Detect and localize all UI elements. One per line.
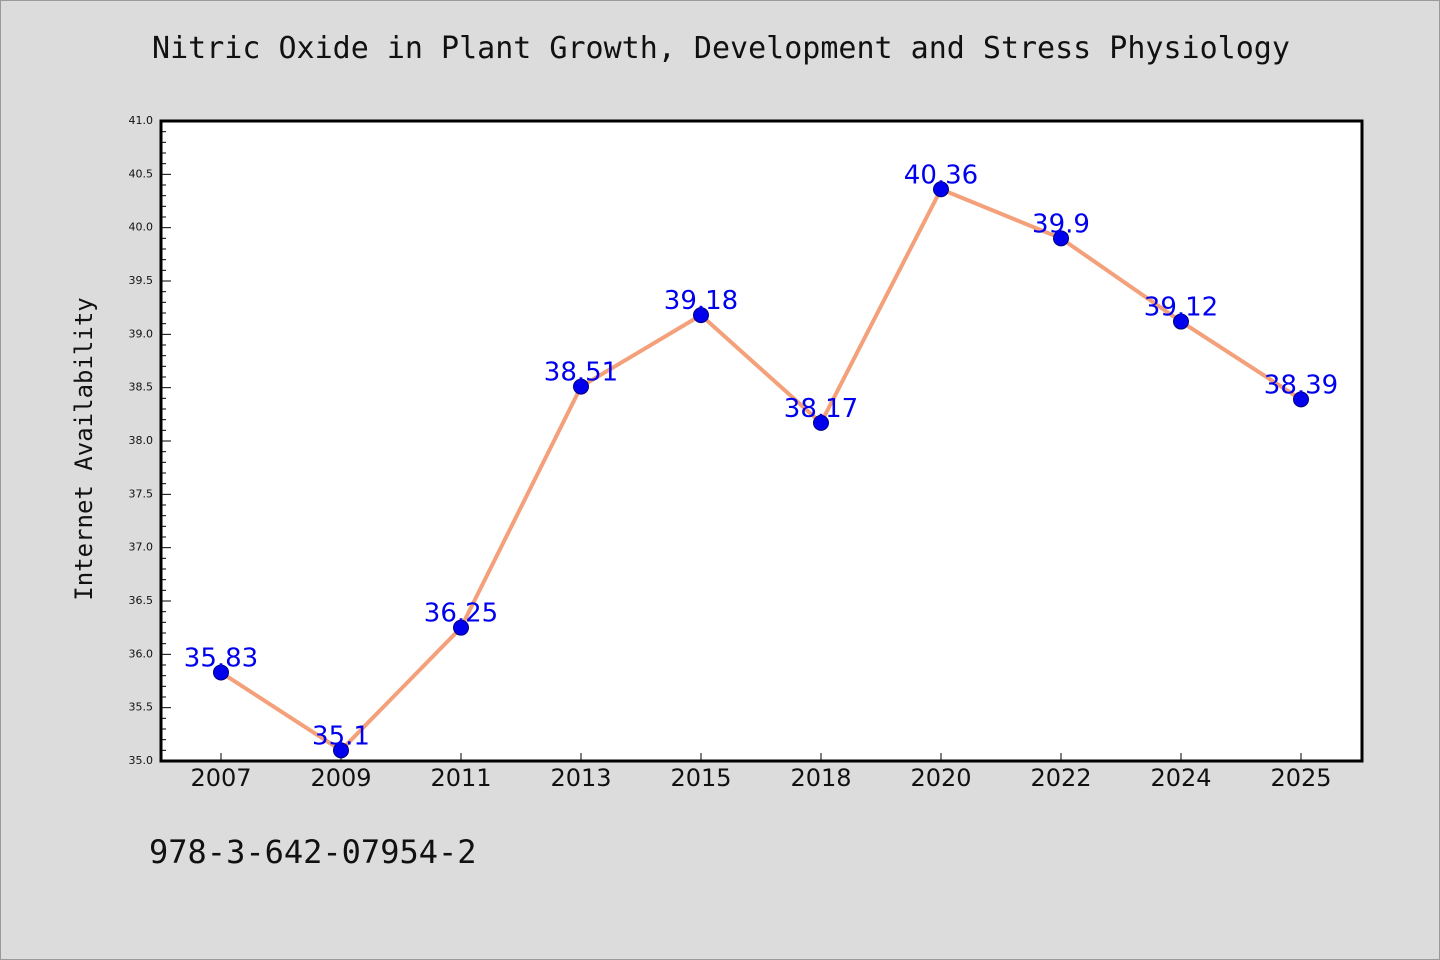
x-tick-label: 2020 bbox=[910, 764, 971, 792]
data-label: 40.36 bbox=[904, 160, 978, 190]
data-label: 39.18 bbox=[664, 286, 738, 316]
y-tick-label: 38.5 bbox=[129, 381, 154, 394]
data-point bbox=[333, 742, 349, 759]
data-point bbox=[213, 664, 229, 681]
y-axis-title: Internet Availability bbox=[70, 297, 98, 600]
series-line bbox=[219, 187, 1303, 753]
x-tick-label: 2018 bbox=[790, 764, 851, 792]
y-tick-label: 39.0 bbox=[129, 327, 154, 340]
isbn-text: 978-3-642-07954-2 bbox=[149, 833, 477, 871]
data-point bbox=[1053, 230, 1069, 247]
data-label: 39.9 bbox=[1032, 209, 1090, 239]
y-tick-label: 38.0 bbox=[129, 434, 154, 447]
chart-title: Nitric Oxide in Plant Growth, Developmen… bbox=[152, 31, 1290, 66]
data-point bbox=[573, 378, 589, 395]
data-point bbox=[933, 181, 949, 198]
y-ticks: 35.0 35.5 36.0 36.5 37.0 37.5 38.0 38.5 39.0 39.5… bbox=[129, 114, 171, 767]
plot-area bbox=[161, 121, 1362, 761]
data-point bbox=[813, 414, 829, 431]
y-tick-label: 35.0 bbox=[129, 754, 154, 767]
x-tick-label: 2025 bbox=[1270, 764, 1331, 792]
y-tick-label: 37.5 bbox=[129, 487, 154, 500]
y-tick-label: 40.5 bbox=[129, 167, 154, 180]
data-label: 38.39 bbox=[1264, 370, 1338, 400]
x-tick-label: 2009 bbox=[310, 764, 371, 792]
y-tick-label: 39.5 bbox=[129, 274, 154, 287]
x-tick-label: 2011 bbox=[430, 764, 491, 792]
y-tick-label: 37.0 bbox=[129, 541, 154, 554]
y-tick-label: 41.0 bbox=[129, 114, 154, 127]
x-tick-label: 2022 bbox=[1030, 764, 1091, 792]
x-tick-label: 2024 bbox=[1150, 764, 1211, 792]
plot-frame bbox=[159, 119, 1364, 763]
data-label: 38.51 bbox=[544, 358, 618, 388]
x-tick-label: 2015 bbox=[670, 764, 731, 792]
data-label: 35.1 bbox=[312, 721, 370, 751]
x-tick-label: 2007 bbox=[190, 764, 251, 792]
data-label: 39.12 bbox=[1144, 293, 1218, 323]
data-label: 36.25 bbox=[424, 599, 498, 629]
y-tick-label: 36.0 bbox=[129, 647, 154, 660]
data-label: 38.17 bbox=[784, 394, 858, 424]
data-point bbox=[693, 307, 709, 324]
data-point bbox=[453, 619, 469, 636]
y-tick-label: 35.5 bbox=[129, 701, 154, 714]
data-point bbox=[1293, 391, 1309, 408]
data-label: 35.83 bbox=[184, 643, 258, 673]
x-ticks: 2007 2009 2011 2013 2015 2018 2020 2022 2024 2025 bbox=[190, 753, 1332, 792]
data-point bbox=[1173, 313, 1189, 330]
y-tick-label: 40.0 bbox=[129, 221, 154, 234]
series-group: 35.83 35.1 36.25 38.51 39.18 38.17 40.36 39.9 39… bbox=[184, 160, 1338, 759]
y-tick-label: 36.5 bbox=[129, 594, 154, 607]
x-tick-label: 2013 bbox=[550, 764, 611, 792]
